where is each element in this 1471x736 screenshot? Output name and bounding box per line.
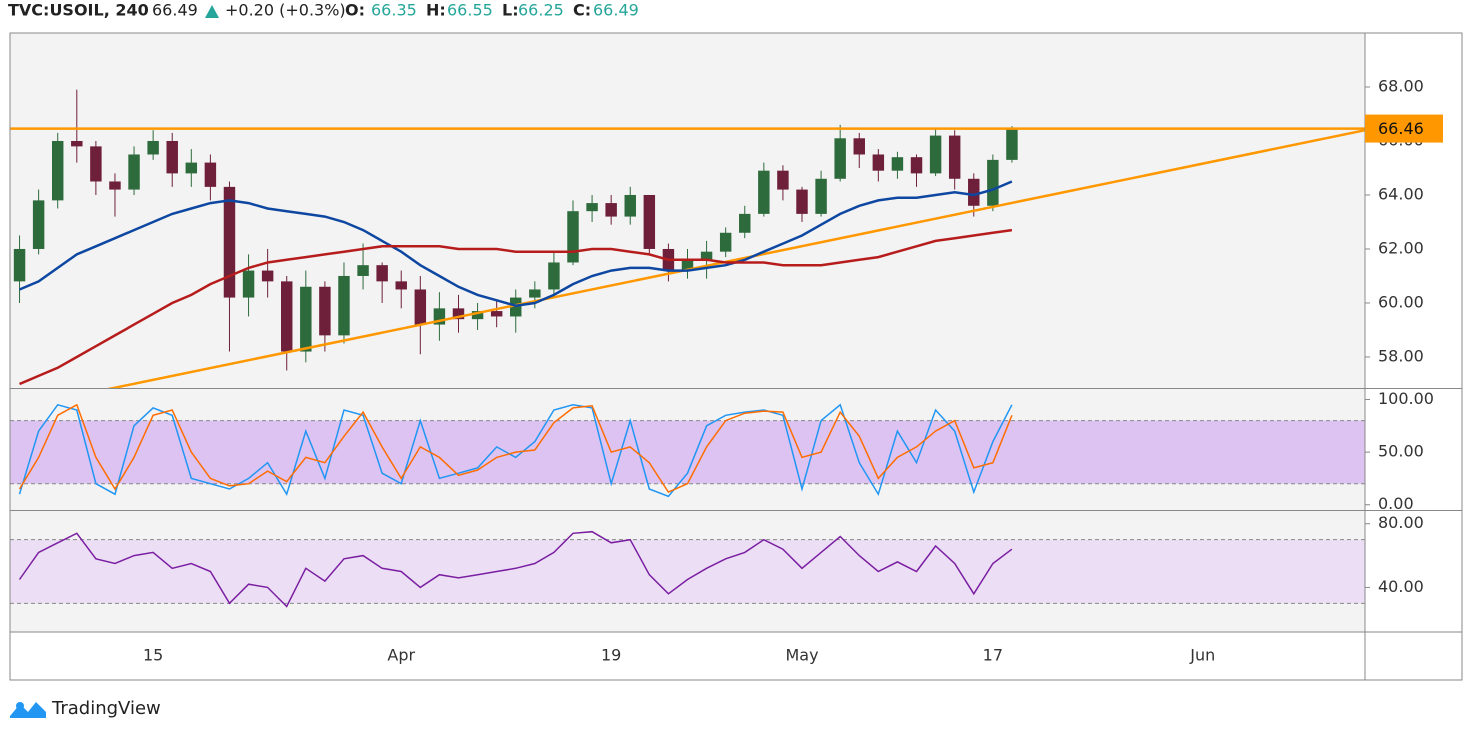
x-tick-label: May bbox=[785, 646, 818, 665]
ohlc-label: C: bbox=[573, 1, 591, 20]
candle-body bbox=[872, 154, 885, 171]
line bbox=[18, 403, 1013, 494]
candle-body bbox=[529, 289, 541, 298]
candle-body bbox=[681, 259, 694, 271]
candle-body bbox=[548, 262, 560, 290]
x-tick-label: 15 bbox=[143, 646, 163, 665]
candle-body bbox=[605, 203, 617, 217]
plot-layer bbox=[10, 89, 1365, 608]
ohlc-value: 66.49 bbox=[593, 1, 639, 20]
y-tick-label: 50.00 bbox=[1378, 442, 1424, 461]
ohlc-value: 66.35 bbox=[371, 1, 417, 20]
candle-body bbox=[1006, 127, 1018, 160]
candle-body bbox=[51, 140, 64, 201]
candle-body bbox=[567, 211, 579, 263]
candle-body bbox=[948, 135, 961, 179]
ohlc-label: L: bbox=[502, 1, 519, 20]
candle-body bbox=[719, 232, 732, 252]
line bbox=[18, 403, 1013, 498]
candle-body bbox=[281, 281, 293, 352]
y-tick-label: 62.00 bbox=[1378, 238, 1424, 257]
candle-body bbox=[357, 265, 369, 276]
change: +0.20 (+0.3%) bbox=[225, 1, 346, 20]
candle-body bbox=[242, 270, 255, 298]
y-tick-label: 68.00 bbox=[1378, 76, 1424, 95]
candle-body bbox=[204, 162, 217, 187]
up-arrow bbox=[205, 5, 219, 18]
brand: TradingView bbox=[51, 698, 161, 719]
ohlc-label: O: bbox=[345, 1, 365, 20]
line bbox=[18, 530, 1013, 608]
candle-body bbox=[777, 170, 789, 190]
line bbox=[19, 180, 1013, 307]
candle-body bbox=[166, 140, 178, 174]
x-tick-label: Jun bbox=[1189, 646, 1215, 665]
x-tick-label: Apr bbox=[387, 646, 415, 665]
candle-body bbox=[891, 157, 904, 171]
y-tick-label: 58.00 bbox=[1378, 346, 1424, 365]
candle-body bbox=[185, 162, 198, 174]
candle-body bbox=[968, 178, 980, 206]
candle-body bbox=[223, 186, 236, 298]
price-tag bbox=[1365, 114, 1443, 143]
candle-body bbox=[739, 213, 751, 233]
candle-body bbox=[376, 265, 388, 282]
candle-body bbox=[643, 194, 656, 249]
candle-body bbox=[452, 308, 465, 320]
candle-body bbox=[987, 159, 999, 206]
candle-body bbox=[71, 140, 83, 147]
candle-body bbox=[13, 248, 26, 282]
candle-body bbox=[395, 281, 407, 290]
candle-body bbox=[128, 154, 140, 190]
panel bbox=[10, 403, 1365, 498]
candle-body bbox=[700, 251, 713, 260]
candle-body bbox=[32, 200, 45, 249]
candle-body bbox=[319, 286, 331, 336]
candle-body bbox=[338, 275, 350, 336]
y-tick-label: 40.00 bbox=[1378, 577, 1424, 596]
logo bbox=[10, 702, 46, 718]
candle-body bbox=[433, 308, 446, 325]
ohlc-label: H: bbox=[426, 1, 446, 20]
y-tick-label: 100.00 bbox=[1378, 389, 1434, 408]
x-tick-label: 17 bbox=[983, 646, 1003, 665]
candle-body bbox=[300, 286, 312, 352]
last-price: 66.49 bbox=[152, 1, 198, 20]
line bbox=[19, 228, 1013, 386]
y-tick-label: 64.00 bbox=[1378, 184, 1424, 203]
panel bbox=[10, 530, 1365, 608]
candle-body bbox=[758, 170, 770, 214]
candle-body bbox=[109, 181, 121, 190]
candle-body bbox=[929, 135, 942, 174]
symbol: TVC:USOIL, 240 bbox=[8, 1, 149, 20]
y-tick-label: 80.00 bbox=[1378, 513, 1424, 532]
candle-body bbox=[910, 157, 923, 174]
band bbox=[10, 539, 1365, 604]
candle-body bbox=[815, 178, 827, 214]
frame bbox=[9, 32, 1463, 681]
candle-body bbox=[510, 297, 522, 317]
ohlc-value: 66.25 bbox=[518, 1, 564, 20]
x-tick-label: 19 bbox=[601, 646, 621, 665]
candle-body bbox=[586, 203, 598, 212]
candle-body bbox=[471, 311, 484, 320]
candle-body bbox=[834, 138, 846, 179]
ohlc-value: 66.55 bbox=[447, 1, 493, 20]
price-tag-label: 66.46 bbox=[1378, 119, 1424, 138]
candle-body bbox=[490, 311, 503, 317]
candle-body bbox=[147, 140, 159, 155]
candle-body bbox=[261, 270, 274, 282]
plot-background bbox=[10, 33, 1365, 632]
candle-body bbox=[414, 289, 427, 325]
y-tick-label: 0.00 bbox=[1378, 494, 1414, 513]
candle-body bbox=[624, 194, 636, 217]
candle-body bbox=[90, 146, 102, 182]
candle-body bbox=[853, 138, 865, 155]
panel bbox=[10, 89, 1365, 388]
candle-body bbox=[796, 189, 808, 214]
y-tick-label: 60.00 bbox=[1378, 292, 1424, 311]
